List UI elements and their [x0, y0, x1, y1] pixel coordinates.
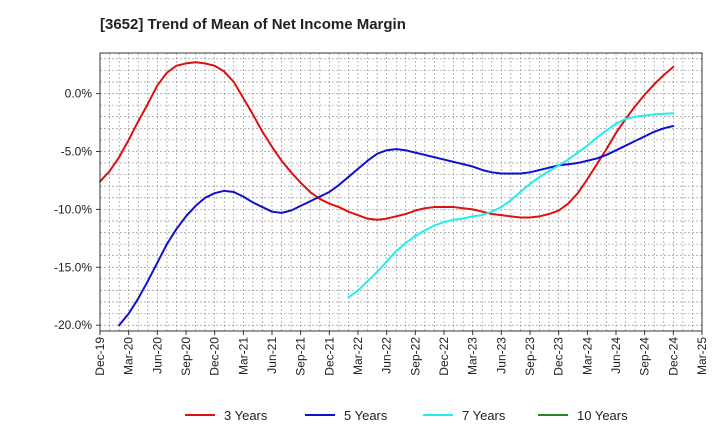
x-tick-label: Sep-24 [638, 337, 652, 376]
axis-layer: 0.0% -5.0% -10.0% -15.0% -20.0%Dec-19 Mar-20 J… [54, 87, 709, 376]
x-tick-label: Dec-21 [322, 337, 336, 376]
x-tick-label: Mar-25 [695, 337, 709, 375]
series-layer [99, 61, 675, 327]
series-line-3-years [99, 61, 675, 221]
plot-area [100, 53, 702, 331]
x-tick-label: Dec-24 [666, 337, 680, 376]
x-tick-label: Sep-23 [523, 337, 537, 376]
y-tick-label: -10.0% [54, 202, 92, 216]
x-tick-label: Mar-21 [236, 337, 250, 375]
x-tick-label: Jun-21 [265, 337, 279, 374]
x-tick-label: Dec-20 [208, 337, 222, 376]
legend-label: 3 Years [224, 408, 268, 423]
chart-title: [3652] Trend of Mean of Net Income Margi… [100, 16, 406, 33]
x-tick-label: Jun-20 [150, 337, 164, 374]
plot-border [99, 52, 703, 332]
x-tick-label: Jun-24 [609, 337, 623, 374]
x-tick-label: Dec-23 [552, 337, 566, 376]
x-tick-label: Mar-24 [580, 337, 594, 375]
x-tick-label: Jun-23 [494, 337, 508, 374]
x-tick-label: Mar-22 [351, 337, 365, 375]
y-tick-label: -5.0% [61, 144, 93, 158]
series-line-7-years [347, 112, 675, 299]
x-tick-label: Sep-20 [179, 337, 193, 376]
x-tick-label: Dec-19 [93, 337, 107, 376]
y-tick-label: -20.0% [54, 318, 92, 332]
legend: 3 Years 5 Years 7 Years 10 Years [185, 408, 628, 423]
x-tick-label: Jun-22 [380, 337, 394, 374]
legend-label: 10 Years [577, 408, 628, 423]
legend-label: 7 Years [462, 408, 506, 423]
y-tick-label: -15.0% [54, 260, 92, 274]
x-tick-label: Mar-20 [122, 337, 136, 375]
x-tick-label: Dec-22 [437, 337, 451, 376]
grid-layer [99, 53, 703, 331]
y-tick-label: 0.0% [65, 87, 93, 101]
legend-label: 5 Years [344, 408, 388, 423]
x-tick-label: Sep-22 [408, 337, 422, 376]
x-tick-label: Mar-23 [466, 337, 480, 375]
series-line-5-years [118, 124, 675, 327]
x-tick-label: Sep-21 [294, 337, 308, 376]
